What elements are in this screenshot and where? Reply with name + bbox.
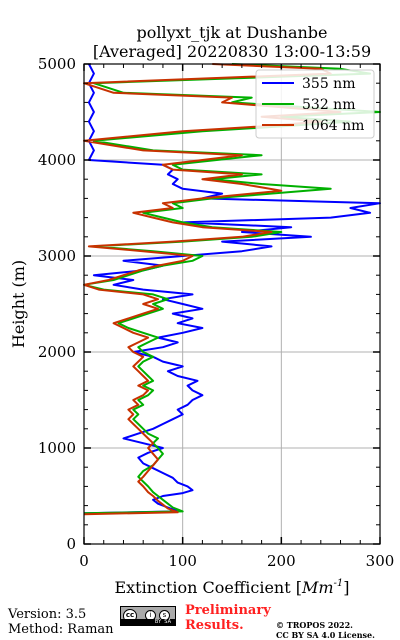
y-axis-label: Height (m) (9, 260, 28, 348)
copyright-line-2: CC BY SA 4.0 License. (276, 630, 375, 640)
x-tick-label: 300 (366, 552, 395, 570)
x-axis-label: Extinction Coefficient [Mm-1] (114, 578, 349, 597)
series-layer (83, 63, 381, 516)
series-line-1 (83, 63, 381, 515)
y-tick-label: 0 (66, 535, 76, 553)
preliminary-line-2: Results. (185, 618, 244, 633)
y-tick-label: 1000 (38, 439, 76, 457)
x-tick-label: 0 (79, 552, 89, 570)
cc-by-sa-license-icon: cc i s BY SA (120, 606, 176, 626)
series-line-0 (83, 63, 381, 515)
x-tick-label: 200 (267, 552, 296, 570)
legend-label-0: 355 nm (302, 76, 355, 92)
plot-frame (83, 63, 381, 545)
preliminary-label: Preliminary Results. (185, 603, 271, 633)
legend-box (255, 69, 375, 139)
y-tick-label: 3000 (38, 247, 76, 265)
chart-subtitle: [Averaged] 20220830 13:00-13:59 (93, 42, 371, 61)
axes (83, 63, 381, 545)
series-line-2 (83, 63, 342, 516)
y-tick-label: 2000 (38, 343, 76, 361)
chart-title: pollyxt_tjk at Dushanbe (136, 23, 327, 42)
x-tick-label: 100 (168, 552, 197, 570)
y-tick-label: 5000 (38, 55, 76, 73)
copyright-line-1: © TROPOS 2022. (276, 620, 353, 630)
legend-label-2: 1064 nm (302, 118, 364, 134)
preliminary-line-1: Preliminary (185, 603, 271, 618)
version-text: Version: 3.5 (8, 607, 87, 622)
legend-label-1: 532 nm (302, 97, 355, 113)
copyright-notice: © TROPOS 2022. CC BY SA 4.0 License. (276, 620, 375, 640)
y-tick-label: 4000 (38, 151, 76, 169)
method-text: Method: Raman (8, 622, 114, 637)
legend: 355 nm 532 nm 1064 nm (255, 69, 375, 139)
